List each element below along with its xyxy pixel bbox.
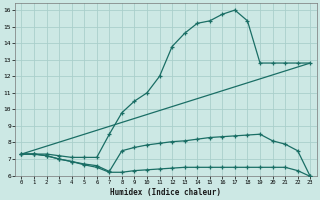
X-axis label: Humidex (Indice chaleur): Humidex (Indice chaleur) — [110, 188, 221, 197]
